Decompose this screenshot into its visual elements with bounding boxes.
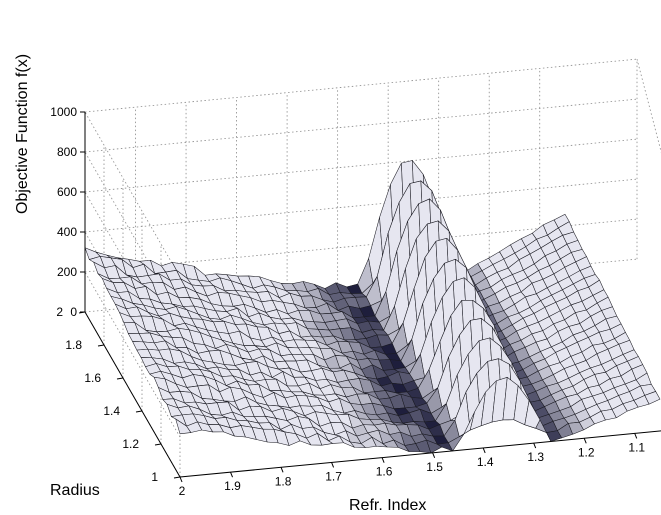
surface-mesh xyxy=(84,160,661,454)
z-tick-label: 400 xyxy=(57,225,77,239)
z-axis-label: Objective Function f(x) xyxy=(14,54,31,214)
x-tick-mark xyxy=(179,476,183,483)
x-tick-mark xyxy=(230,471,233,478)
z-tick-label: 800 xyxy=(57,145,77,159)
x-tick-mark xyxy=(583,438,587,444)
y-tick-label: 1.8 xyxy=(65,338,82,352)
x-tick-label: 1.8 xyxy=(275,474,292,488)
z-tick-label: 1000 xyxy=(50,105,77,119)
grid-line xyxy=(84,98,638,153)
x-axis-label: Refr. Index xyxy=(349,497,426,514)
y-axis-label: Radius xyxy=(50,482,100,499)
grid-line xyxy=(84,178,638,233)
grid-line xyxy=(84,111,181,278)
x-tick-label: 1.6 xyxy=(376,465,393,479)
x-tick-label: 1.2 xyxy=(578,445,595,459)
z-tick-label: 0 xyxy=(70,305,77,319)
axes xyxy=(84,112,661,478)
y-axis-line xyxy=(84,311,181,478)
y-tick-mark xyxy=(97,344,105,347)
grid-line xyxy=(84,138,638,193)
x-tick-label: 1.5 xyxy=(426,460,443,474)
x-tick-label: 2 xyxy=(179,484,186,498)
surface-patch xyxy=(644,391,661,405)
y-tick-mark xyxy=(173,476,181,479)
x-tick-mark xyxy=(381,457,385,463)
x-tick-label: 1.3 xyxy=(527,450,544,464)
x-tick-mark xyxy=(634,433,638,439)
y-tick-mark xyxy=(154,443,162,446)
y-tick-label: 1.4 xyxy=(103,404,120,418)
y-tick-label: 1.6 xyxy=(84,371,101,385)
x-tick-label: 1.9 xyxy=(224,479,241,493)
z-tick-label: 600 xyxy=(57,185,77,199)
x-tick-label: 1.1 xyxy=(628,440,645,454)
x-tick-mark xyxy=(432,452,436,458)
x-tick-mark xyxy=(533,442,537,449)
y-tick-mark xyxy=(135,410,143,413)
x-axis-line xyxy=(179,430,661,478)
grid-line xyxy=(84,58,638,113)
x-tick-label: 1.7 xyxy=(325,469,342,483)
y-tick-label: 1 xyxy=(151,470,158,484)
y-tick-label: 1.2 xyxy=(122,437,139,451)
x-tick-mark xyxy=(482,447,486,454)
x-tick-label: 1.4 xyxy=(477,455,494,469)
y-tick-label: 2 xyxy=(56,305,63,319)
x-tick-mark xyxy=(280,467,284,473)
x-tick-mark xyxy=(331,462,335,468)
tick-labels: 2 1.9 1.8 1.7 1.6 1.5 1.4 1.3 1.2 1.1 1 1.2 1.4 1.6 1.… xyxy=(50,105,645,498)
z-tick-label: 200 xyxy=(57,265,77,279)
y-tick-mark xyxy=(116,377,124,380)
